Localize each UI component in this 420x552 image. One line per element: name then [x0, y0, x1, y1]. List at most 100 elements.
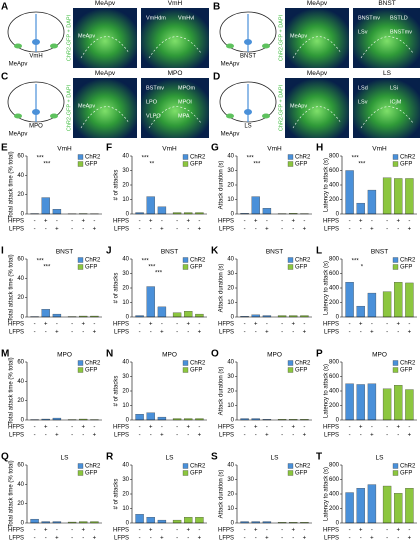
significance: *** [247, 156, 255, 162]
x-tick-label: - [161, 322, 163, 328]
x-tick-label: - [187, 536, 189, 542]
x-row-name: LFPS [114, 227, 129, 233]
x-tick-label: - [281, 219, 283, 225]
stain-label: ChR2-GFP + DAPI [66, 84, 72, 131]
chart-title: VmH [267, 146, 282, 153]
x-tick-label: - [397, 227, 399, 233]
y-axis-label: Total attack time (% total) [9, 357, 15, 424]
legend-label: GFP [400, 368, 412, 374]
legend-label: ChR2 [400, 155, 416, 161]
x-tick-label: - [150, 330, 152, 336]
significance: *** [253, 162, 261, 168]
schematic-injection [226, 113, 234, 119]
x-row-name: HFPS [113, 425, 129, 431]
x-tick-label: - [386, 227, 388, 233]
image-label: MeApv [78, 33, 95, 39]
y-tick-label: 40 [227, 257, 234, 263]
significance: *** [37, 259, 45, 265]
significance: *** [43, 265, 51, 271]
y-tick-label: 10 [227, 506, 234, 512]
panel-letter: L [316, 246, 322, 257]
schematic-target [32, 39, 40, 45]
x-tick-label: + [81, 425, 85, 431]
y-tick-label: 20 [227, 492, 234, 498]
legend-swatch [392, 264, 399, 270]
legend-label: ChR2 [85, 155, 101, 161]
x-row-name: LFPS [9, 330, 24, 336]
bar [146, 517, 155, 524]
y-axis-label: # of attacks [114, 273, 120, 304]
x-tick-label: + [149, 219, 153, 225]
x-tick-label: - [139, 536, 141, 542]
x-tick-label: - [349, 536, 351, 542]
x-tick-label: + [370, 330, 374, 336]
y-tick-label: 40 [17, 379, 24, 385]
x-tick-label: + [291, 425, 295, 431]
chart-title: BNST [161, 249, 178, 256]
bar [172, 519, 182, 524]
bar [345, 170, 354, 215]
micrograph [285, 8, 349, 68]
x-tick-label: + [198, 433, 202, 439]
y-axis-label: # of attacks [114, 170, 120, 201]
x-tick-label: - [266, 528, 268, 534]
x-tick-label: - [139, 425, 141, 431]
schematic-label: MPO [29, 124, 43, 130]
y-tick-label: 10 [227, 300, 234, 306]
panel-letter: R [106, 452, 114, 463]
x-tick-label: - [56, 219, 58, 225]
x-row-name: HFPS [323, 528, 339, 534]
x-tick-label: + [359, 322, 363, 328]
y-tick-label: 400 [329, 286, 340, 292]
x-tick-label: - [82, 227, 84, 233]
x-row-name: HFPS [8, 425, 24, 431]
x-tick-label: - [266, 219, 268, 225]
legend-swatch [182, 264, 189, 270]
x-tick-label: - [244, 322, 246, 328]
x-tick-label: - [139, 330, 141, 336]
region-outline [148, 36, 202, 59]
x-tick-label: + [93, 330, 97, 336]
schematic-injection [262, 113, 270, 119]
schematic-label: BNST [240, 54, 256, 60]
image-title: MeApv [95, 0, 116, 7]
x-tick-label: - [176, 219, 178, 225]
significance: *** [352, 156, 360, 162]
stain-label: ChR2-GFP + DAPI [278, 84, 284, 131]
image-title: MPO [168, 70, 183, 77]
legend-swatch [77, 264, 84, 270]
y-tick-label: 400 [329, 389, 340, 395]
x-tick-label: - [56, 425, 58, 431]
bar [356, 384, 365, 421]
x-tick-label: - [244, 433, 246, 439]
y-tick-label: 40 [122, 154, 129, 160]
panel-letter: A [1, 2, 8, 13]
legend-label: ChR2 [190, 361, 206, 367]
panel-letter: M [1, 349, 9, 360]
image-label: VLPO [146, 113, 161, 119]
x-tick-label: - [161, 425, 163, 431]
significance: ** [150, 162, 155, 168]
x-tick-label: - [71, 433, 73, 439]
x-tick-label: - [139, 227, 141, 233]
x-tick-label: - [255, 330, 257, 336]
legend-swatch [392, 367, 399, 373]
schematic-injection [14, 43, 22, 49]
x-tick-label: + [55, 536, 59, 542]
x-tick-label: - [349, 433, 351, 439]
region-outline [80, 36, 130, 59]
x-tick-label: - [176, 528, 178, 534]
x-tick-label: - [386, 433, 388, 439]
schematic-label: MeApv [221, 132, 240, 138]
x-tick-label: - [386, 322, 388, 328]
legend-label: GFP [190, 162, 202, 168]
micrograph [73, 78, 137, 138]
legend-label: GFP [400, 265, 412, 271]
region-outline [292, 36, 342, 59]
x-row-name: LFPS [219, 330, 234, 336]
legend-label: GFP [85, 368, 97, 374]
y-tick-label: 30 [227, 477, 234, 483]
x-tick-label: - [34, 425, 36, 431]
legend-label: ChR2 [400, 464, 416, 470]
x-tick-label: - [150, 536, 152, 542]
